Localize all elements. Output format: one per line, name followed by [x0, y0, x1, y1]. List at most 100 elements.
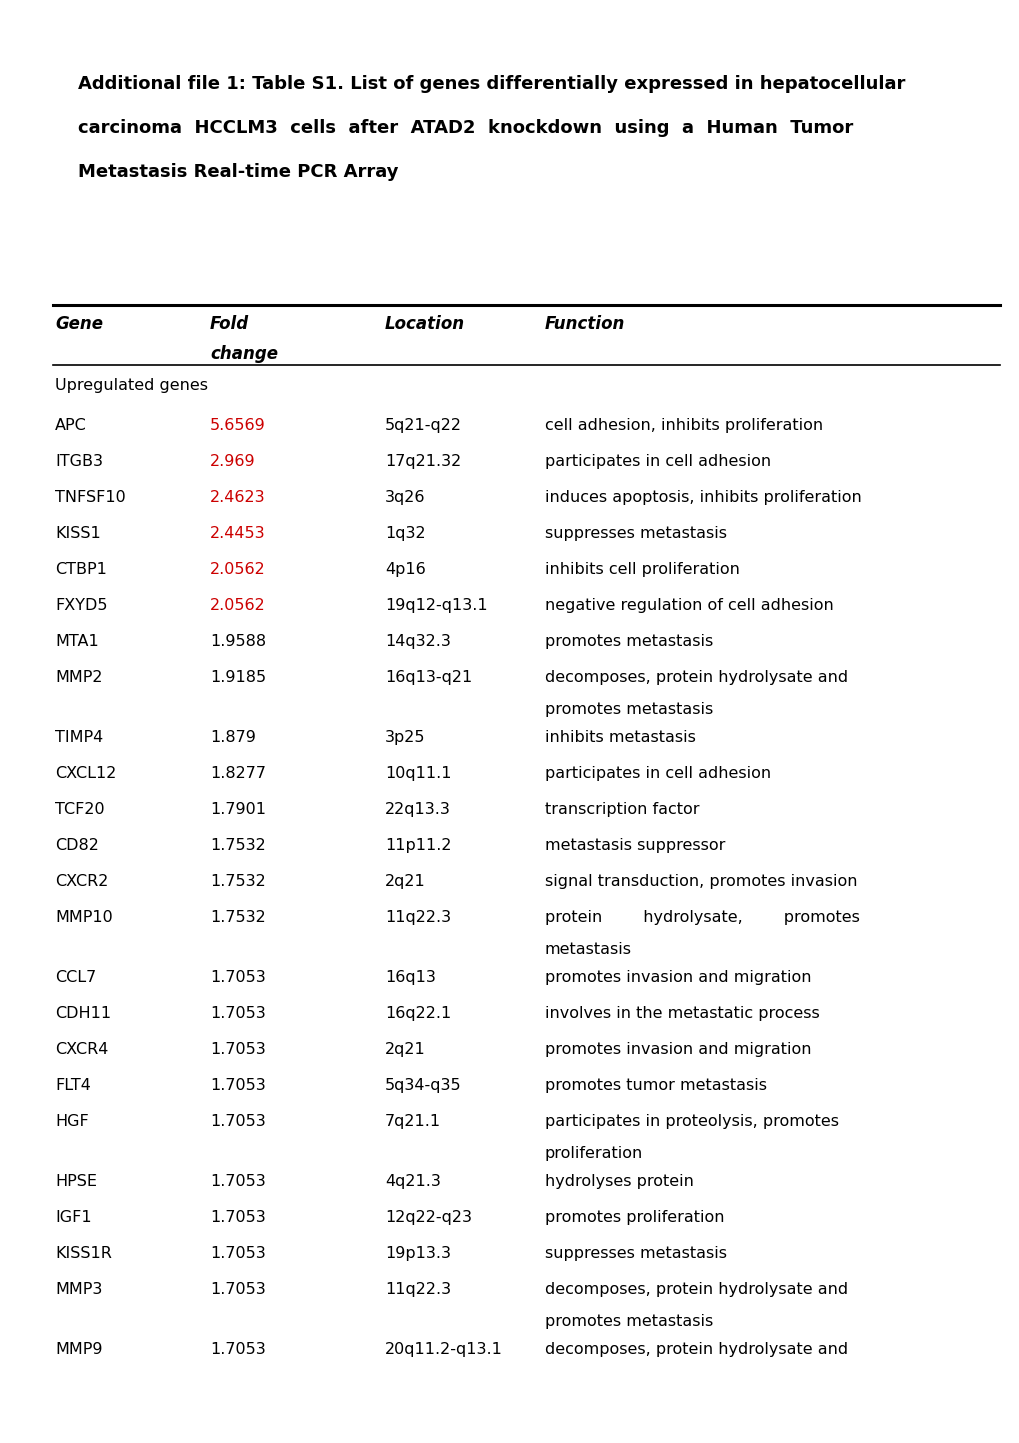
Text: involves in the metastatic process: involves in the metastatic process [544, 1006, 819, 1022]
Text: 16q13-q21: 16q13-q21 [384, 670, 472, 685]
Text: ITGB3: ITGB3 [55, 455, 103, 469]
Text: metastasis: metastasis [544, 942, 632, 957]
Text: signal transduction, promotes invasion: signal transduction, promotes invasion [544, 874, 857, 889]
Text: 7q21.1: 7q21.1 [384, 1114, 440, 1128]
Text: CXCR2: CXCR2 [55, 874, 108, 889]
Text: MMP2: MMP2 [55, 670, 102, 685]
Text: 1.7053: 1.7053 [210, 1281, 266, 1297]
Text: TCF20: TCF20 [55, 802, 105, 817]
Text: CCL7: CCL7 [55, 970, 96, 986]
Text: HPSE: HPSE [55, 1175, 97, 1189]
Text: 12q22-q23: 12q22-q23 [384, 1211, 472, 1225]
Text: KISS1: KISS1 [55, 527, 101, 541]
Text: FXYD5: FXYD5 [55, 597, 107, 613]
Text: 2q21: 2q21 [384, 874, 425, 889]
Text: cell adhesion, inhibits proliferation: cell adhesion, inhibits proliferation [544, 418, 822, 433]
Text: 1.7532: 1.7532 [210, 838, 266, 853]
Text: 5q34-q35: 5q34-q35 [384, 1078, 462, 1092]
Text: Metastasis Real-time PCR Array: Metastasis Real-time PCR Array [77, 163, 398, 180]
Text: 20q11.2-q13.1: 20q11.2-q13.1 [384, 1342, 502, 1356]
Text: 2.4453: 2.4453 [210, 527, 265, 541]
Text: decomposes, protein hydrolysate and: decomposes, protein hydrolysate and [544, 670, 847, 685]
Text: proliferation: proliferation [544, 1146, 643, 1162]
Text: 17q21.32: 17q21.32 [384, 455, 461, 469]
Text: decomposes, protein hydrolysate and: decomposes, protein hydrolysate and [544, 1281, 847, 1297]
Text: Additional file 1: Table S1. List of genes differentially expressed in hepatocel: Additional file 1: Table S1. List of gen… [77, 75, 905, 92]
Text: suppresses metastasis: suppresses metastasis [544, 527, 727, 541]
Text: transcription factor: transcription factor [544, 802, 699, 817]
Text: 1.7053: 1.7053 [210, 1211, 266, 1225]
Text: decomposes, protein hydrolysate and: decomposes, protein hydrolysate and [544, 1342, 847, 1356]
Text: Upregulated genes: Upregulated genes [55, 378, 208, 392]
Text: Function: Function [544, 315, 625, 333]
Text: 19p13.3: 19p13.3 [384, 1245, 450, 1261]
Text: 2.969: 2.969 [210, 455, 256, 469]
Text: Location: Location [384, 315, 465, 333]
Text: 10q11.1: 10q11.1 [384, 766, 451, 781]
Text: 4p16: 4p16 [384, 561, 425, 577]
Text: MMP9: MMP9 [55, 1342, 102, 1356]
Text: APC: APC [55, 418, 87, 433]
Text: Gene: Gene [55, 315, 103, 333]
Text: HGF: HGF [55, 1114, 89, 1128]
Text: 3q26: 3q26 [384, 491, 425, 505]
Text: TNFSF10: TNFSF10 [55, 491, 125, 505]
Text: FLT4: FLT4 [55, 1078, 91, 1092]
Text: inhibits cell proliferation: inhibits cell proliferation [544, 561, 739, 577]
Text: KISS1R: KISS1R [55, 1245, 112, 1261]
Text: promotes metastasis: promotes metastasis [544, 1315, 712, 1329]
Text: 1q32: 1q32 [384, 527, 425, 541]
Text: promotes invasion and migration: promotes invasion and migration [544, 970, 811, 986]
Text: 5q21-q22: 5q21-q22 [384, 418, 462, 433]
Text: 14q32.3: 14q32.3 [384, 633, 450, 649]
Text: 1.879: 1.879 [210, 730, 256, 745]
Text: 1.9588: 1.9588 [210, 633, 266, 649]
Text: 2.0562: 2.0562 [210, 561, 266, 577]
Text: promotes metastasis: promotes metastasis [544, 633, 712, 649]
Text: participates in cell adhesion: participates in cell adhesion [544, 455, 770, 469]
Text: TIMP4: TIMP4 [55, 730, 103, 745]
Text: promotes metastasis: promotes metastasis [544, 701, 712, 717]
Text: CXCL12: CXCL12 [55, 766, 116, 781]
Text: participates in cell adhesion: participates in cell adhesion [544, 766, 770, 781]
Text: promotes invasion and migration: promotes invasion and migration [544, 1042, 811, 1058]
Text: 1.7053: 1.7053 [210, 1042, 266, 1058]
Text: 2.4623: 2.4623 [210, 491, 265, 505]
Text: 1.7532: 1.7532 [210, 874, 266, 889]
Text: 1.7053: 1.7053 [210, 1175, 266, 1189]
Text: carcinoma  HCCLM3  cells  after  ATAD2  knockdown  using  a  Human  Tumor: carcinoma HCCLM3 cells after ATAD2 knock… [77, 118, 853, 137]
Text: MTA1: MTA1 [55, 633, 99, 649]
Text: 3p25: 3p25 [384, 730, 425, 745]
Text: 1.7901: 1.7901 [210, 802, 266, 817]
Text: 5.6569: 5.6569 [210, 418, 266, 433]
Text: 16q22.1: 16q22.1 [384, 1006, 450, 1022]
Text: hydrolyses protein: hydrolyses protein [544, 1175, 693, 1189]
Text: Fold: Fold [210, 315, 249, 333]
Text: promotes proliferation: promotes proliferation [544, 1211, 723, 1225]
Text: 1.7053: 1.7053 [210, 1245, 266, 1261]
Text: change: change [210, 345, 278, 364]
Text: promotes tumor metastasis: promotes tumor metastasis [544, 1078, 766, 1092]
Text: 16q13: 16q13 [384, 970, 435, 986]
Text: participates in proteolysis, promotes: participates in proteolysis, promotes [544, 1114, 839, 1128]
Text: CTBP1: CTBP1 [55, 561, 107, 577]
Text: 11p11.2: 11p11.2 [384, 838, 451, 853]
Text: protein        hydrolysate,        promotes: protein hydrolysate, promotes [544, 911, 859, 925]
Text: MMP10: MMP10 [55, 911, 113, 925]
Text: 4q21.3: 4q21.3 [384, 1175, 440, 1189]
Text: induces apoptosis, inhibits proliferation: induces apoptosis, inhibits proliferatio… [544, 491, 861, 505]
Text: MMP3: MMP3 [55, 1281, 102, 1297]
Text: 1.7053: 1.7053 [210, 1006, 266, 1022]
Text: 1.7532: 1.7532 [210, 911, 266, 925]
Text: 1.7053: 1.7053 [210, 970, 266, 986]
Text: 11q22.3: 11q22.3 [384, 911, 450, 925]
Text: inhibits metastasis: inhibits metastasis [544, 730, 695, 745]
Text: IGF1: IGF1 [55, 1211, 92, 1225]
Text: suppresses metastasis: suppresses metastasis [544, 1245, 727, 1261]
Text: 1.7053: 1.7053 [210, 1114, 266, 1128]
Text: 1.7053: 1.7053 [210, 1342, 266, 1356]
Text: CXCR4: CXCR4 [55, 1042, 108, 1058]
Text: CD82: CD82 [55, 838, 99, 853]
Text: 19q12-q13.1: 19q12-q13.1 [384, 597, 487, 613]
Text: 22q13.3: 22q13.3 [384, 802, 450, 817]
